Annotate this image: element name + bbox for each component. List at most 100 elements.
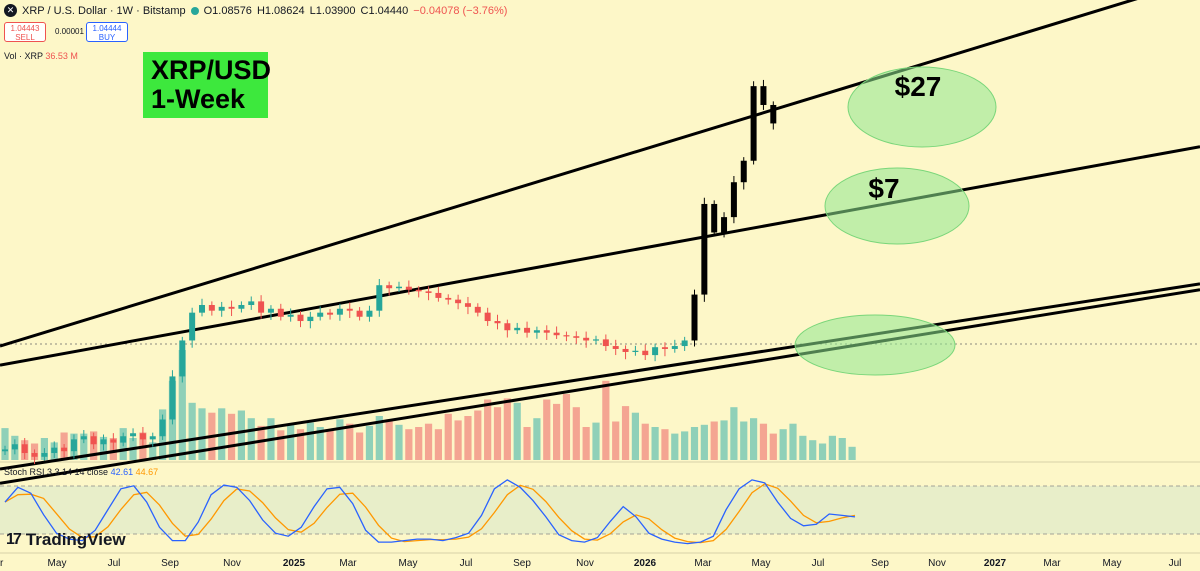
time-tick: Nov	[223, 558, 241, 569]
volume-bar	[779, 429, 787, 460]
volume-bar	[710, 421, 718, 460]
stoch-d-value: 44.67	[135, 467, 159, 477]
sell-label: SELL	[15, 33, 35, 42]
candle-body	[199, 304, 205, 313]
candle-body	[691, 294, 698, 341]
candle-body	[484, 312, 491, 322]
symbol-line[interactable]: XRP / U.S. Dollar · 1W · Bitstamp	[22, 4, 186, 17]
candle-body	[593, 339, 599, 341]
stoch-rsi-band	[0, 486, 1200, 534]
candle-body	[110, 439, 117, 443]
volume-bar	[188, 402, 196, 460]
candle-body	[366, 310, 373, 317]
volume-legend[interactable]: Vol · XRP 36.53 M	[4, 51, 78, 61]
candle-body	[405, 286, 412, 290]
volume-bar	[750, 418, 758, 460]
volume-bar	[730, 407, 738, 460]
candle-body	[317, 312, 324, 317]
channel-line-2	[0, 145, 1200, 367]
tradingview-icon: 17	[6, 531, 22, 548]
candle-body	[770, 104, 777, 124]
channel-line-4	[0, 288, 1200, 485]
candle-body	[415, 289, 422, 292]
volume-bar	[316, 427, 324, 460]
volume-bar	[533, 418, 541, 460]
time-tick: Jul	[812, 558, 825, 569]
candle-body	[80, 436, 87, 440]
candle-body	[267, 308, 274, 313]
volume-bar	[681, 431, 689, 460]
volume-bar	[513, 402, 521, 460]
volume-bar	[149, 442, 157, 460]
target-zones	[794, 66, 997, 376]
candle-body	[671, 346, 678, 349]
candle-body	[189, 312, 196, 341]
candle-body	[31, 453, 38, 457]
volume-value: 36.53 M	[45, 51, 78, 61]
candle-body	[396, 286, 402, 289]
volume-bar	[700, 424, 708, 460]
time-tick: Mar	[694, 558, 712, 569]
candle-body	[258, 301, 265, 313]
time-tick: May	[752, 558, 771, 569]
buy-label: BUY	[98, 33, 116, 42]
candle-body	[297, 314, 304, 322]
candle-body	[602, 339, 609, 347]
candle-body	[346, 308, 353, 311]
volume-bar	[287, 423, 295, 460]
candle-body	[139, 433, 146, 440]
candle-body	[474, 306, 481, 313]
volume-bar	[405, 429, 413, 460]
volume-bar	[848, 446, 856, 460]
candle-body	[218, 306, 225, 311]
candle-body	[208, 304, 215, 311]
candle-body	[386, 285, 393, 289]
volume-bar	[395, 424, 403, 460]
candle-body	[149, 436, 156, 440]
time-tick: 2027	[984, 558, 1007, 569]
volume-bar	[80, 433, 88, 460]
volume-bar	[671, 433, 679, 460]
volume-bar	[237, 410, 245, 460]
volume-bar	[562, 394, 571, 460]
volume-bar	[553, 403, 561, 460]
ohlc-high: H1.08624	[256, 4, 305, 17]
volume-bar	[296, 429, 305, 460]
sell-button[interactable]: 1.04443 SELL	[4, 22, 46, 42]
candle-body	[514, 327, 521, 331]
stoch-rsi-legend[interactable]: Stoch RSI 3 3 14 14 close 42.61 44.67	[4, 467, 158, 477]
candle-body	[376, 285, 383, 311]
volume-bar	[759, 423, 768, 460]
time-tick: Sep	[871, 558, 889, 569]
market-status-icon	[190, 6, 199, 15]
candle-body	[120, 436, 127, 443]
candle-body	[2, 449, 8, 452]
volume-bar	[543, 399, 551, 460]
candle-body	[553, 332, 560, 336]
candle-body	[652, 347, 659, 356]
ohlc-close: C1.04440	[360, 4, 409, 17]
xrp-logo-icon: ✕	[4, 4, 17, 17]
volume-bar	[484, 399, 492, 460]
time-tick: May	[399, 558, 418, 569]
buy-button[interactable]: 1.04444 BUY	[86, 22, 128, 42]
candle-body	[455, 299, 462, 304]
volume-bar	[385, 419, 393, 460]
candle-body	[248, 301, 255, 305]
candle-body	[159, 419, 166, 437]
volume-bar	[661, 429, 669, 460]
candle-body	[533, 330, 540, 333]
candlesticks	[2, 79, 777, 465]
volume-bar	[503, 398, 511, 460]
tradingview-logo[interactable]: 17 TradingView	[6, 530, 126, 550]
candle-body	[445, 297, 452, 300]
volume-bar	[838, 438, 846, 460]
candle-body	[41, 453, 48, 457]
volume-bar	[809, 440, 817, 460]
volume-bar	[178, 350, 186, 460]
candle-body	[169, 376, 176, 420]
annotation-line-1: XRP/USD	[151, 55, 272, 85]
volume-bar	[464, 416, 472, 460]
candle-body	[51, 447, 58, 454]
